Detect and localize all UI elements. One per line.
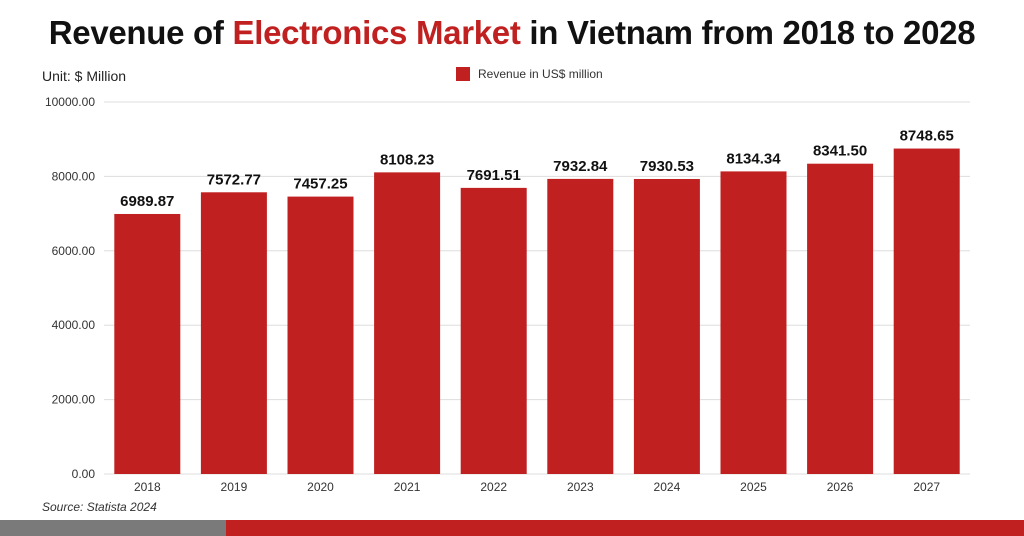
bar-value-label: 7932.84	[553, 158, 608, 175]
bar-value-label: 6989.87	[120, 193, 174, 210]
x-tick-label: 2025	[740, 480, 767, 494]
bar	[633, 178, 700, 474]
bar-value-label: 7691.51	[467, 167, 521, 184]
title-part-2: in Vietnam from 2018 to 2028	[520, 14, 976, 51]
bar	[720, 171, 787, 474]
bar-value-label: 8108.23	[380, 151, 434, 168]
x-tick-label: 2023	[567, 480, 594, 494]
x-tick-label: 2018	[134, 480, 161, 494]
bar	[547, 178, 614, 474]
source-note: Source: Statista 2024	[42, 500, 157, 514]
x-tick-label: 2022	[480, 480, 507, 494]
legend-label: Revenue in US$ million	[478, 67, 603, 81]
footer-bar-red	[226, 520, 1024, 536]
bar	[200, 192, 267, 474]
title-highlight: Electronics Market	[232, 14, 521, 51]
y-tick-label: 4000.00	[52, 318, 96, 332]
x-tick-label: 2019	[221, 480, 248, 494]
y-tick-label: 0.00	[72, 467, 96, 481]
x-tick-label: 2021	[394, 480, 421, 494]
y-tick-label: 10000.00	[45, 95, 95, 109]
x-tick-label: 2024	[654, 480, 681, 494]
x-tick-label: 2026	[827, 480, 854, 494]
chart-title: Revenue of Electronics Market in Vietnam…	[0, 14, 1024, 52]
bar	[114, 213, 181, 474]
bar-value-label: 7572.77	[207, 171, 261, 188]
bar-value-label: 7930.53	[640, 158, 694, 175]
bar-value-label: 8341.50	[813, 143, 867, 160]
bar	[807, 163, 874, 474]
legend: Revenue in US$ million	[456, 67, 603, 81]
y-tick-label: 8000.00	[52, 169, 96, 183]
x-tick-label: 2027	[913, 480, 940, 494]
bar	[374, 172, 441, 474]
unit-label: Unit: $ Million	[42, 68, 127, 84]
bar	[287, 196, 354, 474]
title-part-1: Revenue of	[48, 14, 233, 51]
bar-value-label: 8134.34	[726, 150, 781, 167]
bar-value-label: 7457.25	[293, 176, 347, 193]
bar-value-label: 8748.65	[900, 128, 954, 145]
legend-swatch	[456, 67, 470, 81]
y-tick-label: 2000.00	[52, 393, 96, 407]
bar	[893, 148, 960, 474]
x-tick-label: 2020	[307, 480, 334, 494]
footer-bar-grey	[0, 520, 226, 536]
y-tick-label: 6000.00	[52, 244, 96, 258]
bar	[460, 187, 527, 474]
